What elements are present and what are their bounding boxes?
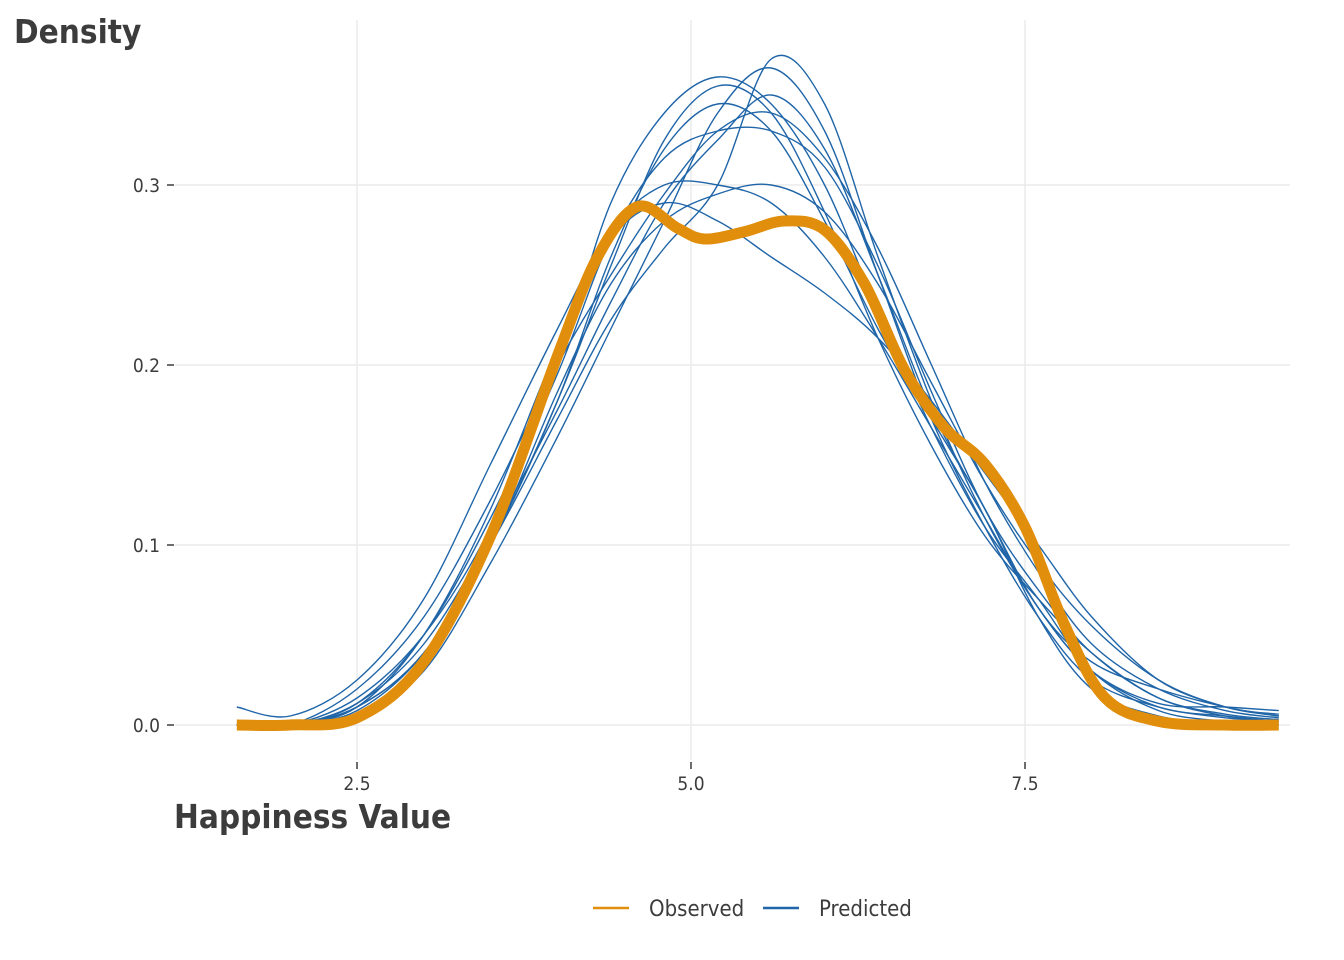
- predicted-line-11: [236, 126, 1279, 728]
- legend-observed-label: Observed: [649, 897, 744, 922]
- x-axis: 2.5 5.0 7.5: [343, 762, 1039, 795]
- predicted-line-2: [236, 180, 1279, 718]
- y-tick-label: 0.2: [133, 355, 160, 377]
- predicted-line-9: [236, 84, 1279, 727]
- legend: Observed Predicted: [593, 897, 912, 922]
- predicted-line-1: [236, 102, 1279, 728]
- predicted-line-3: [236, 76, 1279, 728]
- predicted-line-8: [236, 183, 1279, 727]
- y-axis: 0.0 0.1 0.2 0.3: [133, 175, 174, 737]
- y-tick-label: 0.3: [133, 175, 160, 197]
- observed-series-group: [236, 200, 1279, 732]
- y-axis-title: Density: [14, 12, 141, 51]
- predicted-line-10: [236, 201, 1279, 728]
- predicted-series-group: [236, 54, 1279, 729]
- predicted-line-6: [236, 54, 1279, 728]
- legend-predicted-label: Predicted: [819, 897, 912, 922]
- predicted-line-4: [236, 67, 1279, 727]
- x-tick-label: 5.0: [677, 773, 704, 795]
- predicted-line-5: [236, 94, 1279, 728]
- y-tick-label: 0.1: [133, 535, 160, 557]
- predicted-line-7: [236, 111, 1279, 729]
- x-axis-title: Happiness Value: [174, 797, 451, 836]
- x-tick-label: 2.5: [343, 773, 370, 795]
- grid-lines: [175, 20, 1290, 760]
- y-tick-label: 0.0: [133, 715, 160, 737]
- observed-line: [236, 200, 1279, 732]
- x-tick-label: 7.5: [1011, 773, 1038, 795]
